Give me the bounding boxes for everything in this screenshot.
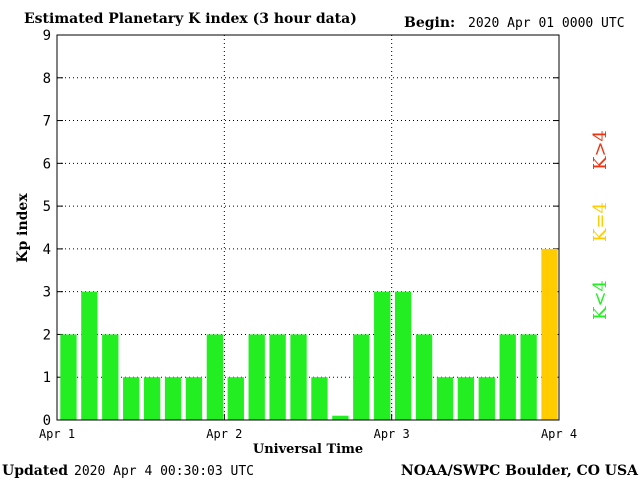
kp-bar [227,377,244,420]
x-tick-label: Apr 4 [541,427,577,441]
legend-item: K<4 [590,280,611,320]
kp-bar [415,334,433,420]
legend-item: K=4 [590,202,611,242]
bars-group [60,248,558,420]
kp-bar [353,334,370,420]
chart-title: Estimated Planetary K index (3 hour data… [24,11,357,27]
kp-bar [248,334,265,420]
kp-bar [60,334,77,420]
y-tick-label: 6 [43,156,51,172]
kp-bar [499,334,516,420]
y-tick-labels: 0 1 2 3 4 5 6 7 8 9 [43,28,51,429]
plot-frame [56,34,560,421]
kp-bar [185,377,203,420]
kp-bar [436,377,454,420]
x-axis-label: Universal Time [253,442,363,457]
kp-bar [81,291,98,420]
kp-bar [206,334,224,420]
begin-value: 2020 Apr 01 0000 UTC [468,16,625,31]
legend: K<4 K=4 K>4 [590,130,611,320]
x-tick-label: Apr 2 [206,427,242,441]
kp-bar [478,377,495,420]
kp-bar [394,291,412,420]
y-tick-label: 2 [43,327,51,343]
kp-bar [374,291,391,420]
grid-lines [56,34,560,421]
kp-bar [143,377,161,420]
x-tick-labels: Apr 1 Apr 2 Apr 3 Apr 4 [39,427,577,441]
y-tick-label: 9 [43,28,51,44]
kp-bar [311,377,328,420]
y-axis-label: Kp index [15,193,31,263]
kp-bar [457,377,475,420]
kp-bar [269,334,286,420]
updated-value: 2020 Apr 4 00:30:03 UTC [74,464,254,479]
y-tick-label: 5 [43,199,51,215]
x-tick-label: Apr 3 [374,427,410,441]
kp-bar [290,334,307,420]
kp-bar [541,248,558,420]
credit-text: NOAA/SWPC Boulder, CO USA [401,463,639,479]
kp-bar [520,334,537,420]
kp-bar [102,334,119,420]
kp-bar [332,415,349,420]
y-tick-label: 4 [43,242,51,258]
legend-item: K>4 [590,130,611,170]
begin-label: Begin: [404,15,455,31]
kp-bar [164,377,182,420]
updated-label: Updated [2,463,68,479]
y-tick-label: 3 [43,285,51,301]
x-tick-label: Apr 1 [39,427,75,441]
y-tick-label: 0 [43,413,51,429]
kp-bar [123,377,140,420]
y-tick-label: 1 [43,370,51,386]
y-tick-label: 8 [43,71,51,87]
y-tick-label: 7 [43,114,51,130]
